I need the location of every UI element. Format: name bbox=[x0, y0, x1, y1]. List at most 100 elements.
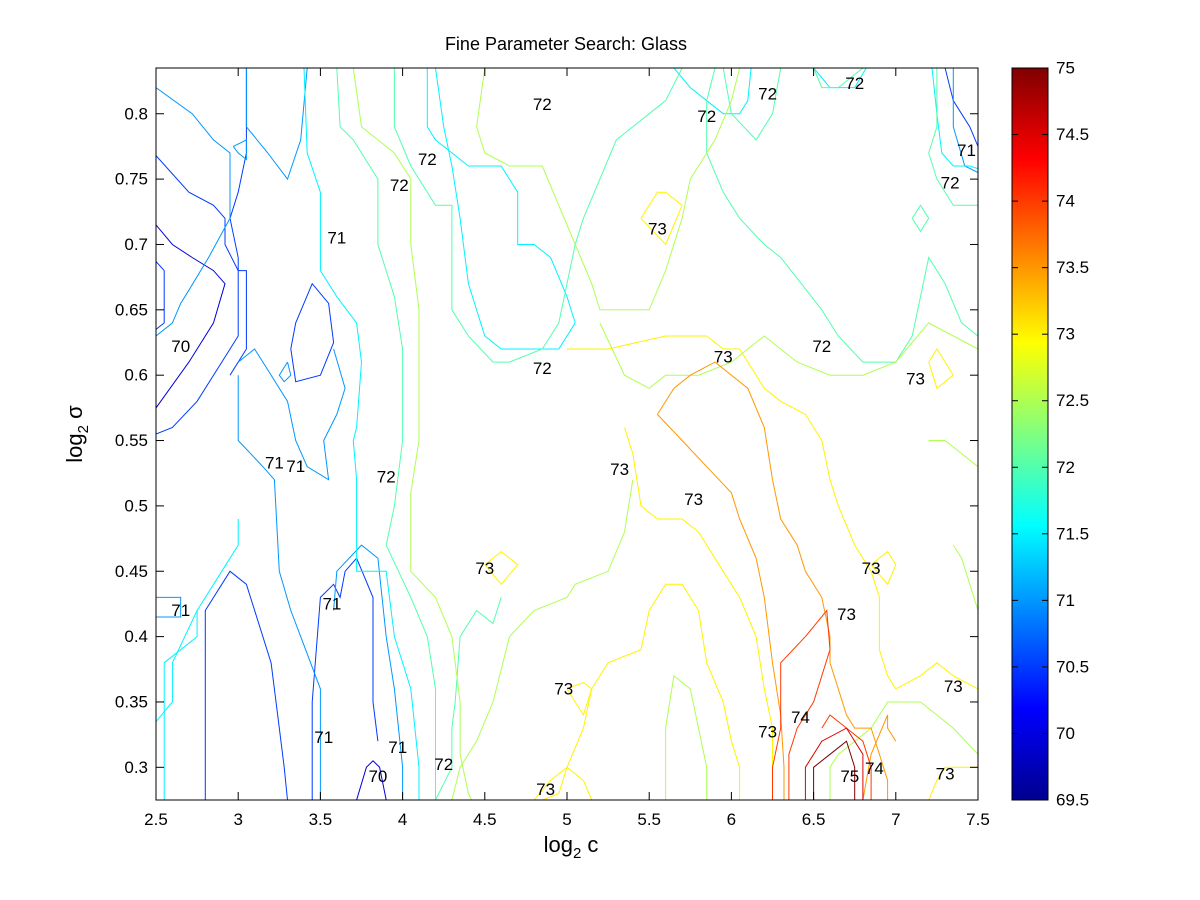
contour-label-36: 75 bbox=[840, 767, 859, 786]
y-tick-label-0: 0.3 bbox=[124, 758, 148, 777]
contour-label-2: 71 bbox=[171, 601, 190, 620]
contour-label-0: 70 bbox=[171, 337, 190, 356]
colorbar-tick-label-5: 72 bbox=[1056, 458, 1075, 477]
contour-line-24 bbox=[931, 68, 978, 170]
contour-label-22: 73 bbox=[714, 347, 733, 366]
x-axis-label-subscript: 2 bbox=[573, 845, 581, 862]
contour-label-10: 72 bbox=[418, 150, 437, 169]
contour-line-41 bbox=[640, 191, 683, 246]
contour-line-16 bbox=[333, 544, 404, 800]
contour-label-19: 72 bbox=[812, 337, 831, 356]
contour-line-2 bbox=[156, 261, 165, 330]
contour-line-12 bbox=[232, 139, 247, 161]
contour-label-18: 72 bbox=[845, 74, 864, 93]
y-tick-label-8: 0.7 bbox=[124, 235, 148, 254]
colorbar-tick-label-9: 74 bbox=[1056, 192, 1075, 211]
contour-line-15 bbox=[237, 375, 321, 800]
colorbar-tick-label-10: 74.5 bbox=[1056, 125, 1089, 144]
contour-label-8: 71 bbox=[388, 738, 407, 757]
y-tick-label-10: 0.8 bbox=[124, 104, 148, 123]
x-axis-label: log2 c bbox=[544, 832, 599, 862]
y-axis-ticks: 0.3 0.35 0.4 0.45 0.5 0.55 0.6 0.65 0.7 0.75 0.8 bbox=[115, 104, 978, 777]
contour-line-4 bbox=[156, 155, 247, 376]
contour-label-34: 74 bbox=[791, 708, 810, 727]
chart-title: Fine Parameter Search: Glass bbox=[445, 34, 687, 54]
contour-line-29 bbox=[911, 204, 930, 233]
contour-label-14: 72 bbox=[533, 95, 552, 114]
y-tick-label-6: 0.6 bbox=[124, 366, 148, 385]
y-tick-label-5: 0.55 bbox=[115, 431, 148, 450]
contour-label-35: 74 bbox=[865, 759, 884, 778]
contour-label-33: 73 bbox=[936, 764, 955, 783]
contour-label-20: 72 bbox=[941, 174, 960, 193]
contour-line-52 bbox=[656, 361, 889, 800]
contour-line-44 bbox=[870, 550, 897, 586]
contour-label-16: 72 bbox=[697, 107, 716, 126]
contour-label-30: 73 bbox=[758, 723, 777, 742]
contour-line-33 bbox=[476, 68, 741, 311]
contour-label-3: 71 bbox=[286, 457, 305, 476]
x-tick-label-8: 6.5 bbox=[802, 810, 826, 829]
colorbar-tick-label-1: 70 bbox=[1056, 724, 1075, 743]
contour-label-11: 72 bbox=[390, 176, 409, 195]
x-axis-ticks: 2.5 3 3.5 4 4.5 5 5.5 6 6.5 7 7.5 bbox=[144, 68, 990, 829]
contour-label-27: 73 bbox=[837, 605, 856, 624]
colorbar-tick-label-6: 72.5 bbox=[1056, 391, 1089, 410]
contour-lines bbox=[156, 68, 978, 800]
contour-label-28: 73 bbox=[862, 559, 881, 578]
contour-line-54 bbox=[772, 609, 831, 800]
colorbar-tick-label-7: 73 bbox=[1056, 325, 1075, 344]
colorbar: 69.5 70 70.5 71 71.5 72 72.5 73 73.5 74 74.5 75 bbox=[1011, 59, 1089, 810]
contour-line-32 bbox=[435, 597, 502, 800]
x-tick-label-1: 3 bbox=[233, 810, 242, 829]
y-tick-label-1: 0.35 bbox=[115, 692, 148, 711]
contour-label-4: 71 bbox=[265, 453, 284, 472]
x-tick-label-4: 4.5 bbox=[473, 810, 497, 829]
contour-label-6: 71 bbox=[322, 594, 341, 613]
contour-label-1: 70 bbox=[368, 767, 387, 786]
contour-line-34 bbox=[352, 68, 473, 800]
contour-line-39 bbox=[928, 440, 978, 468]
contour-line-48 bbox=[567, 335, 978, 690]
contour-line-28 bbox=[813, 68, 864, 89]
contour-line-22 bbox=[673, 68, 752, 115]
contour-line-36 bbox=[451, 479, 634, 800]
contour-label-17: 72 bbox=[758, 85, 777, 104]
contour-label-26: 73 bbox=[475, 559, 494, 578]
contour-line-38 bbox=[829, 701, 978, 800]
contour-label-23: 73 bbox=[906, 370, 925, 389]
contour-line-57 bbox=[813, 740, 856, 800]
contour-label-25: 73 bbox=[684, 490, 703, 509]
contour-line-11 bbox=[278, 361, 292, 383]
contour-line-9 bbox=[245, 68, 308, 181]
contour-line-35 bbox=[599, 322, 978, 389]
x-tick-label-7: 6 bbox=[727, 810, 736, 829]
y-axis-label-base: log bbox=[62, 433, 87, 462]
contour-line-56 bbox=[804, 727, 864, 800]
contour-line-50 bbox=[624, 427, 773, 800]
contour-line-1 bbox=[356, 760, 387, 800]
contour-label-31: 73 bbox=[536, 780, 555, 799]
contour-line-18 bbox=[303, 68, 420, 800]
colorbar-tick-label-3: 71 bbox=[1056, 591, 1075, 610]
colorbar-tick-label-8: 73.5 bbox=[1056, 258, 1089, 277]
contour-line-5 bbox=[290, 282, 335, 383]
contour-line-23 bbox=[813, 68, 867, 89]
contour-line-42 bbox=[484, 550, 519, 586]
contour-label-24: 73 bbox=[610, 460, 629, 479]
contour-line-49 bbox=[542, 583, 741, 800]
contour-line-26 bbox=[336, 68, 436, 800]
contour-line-0 bbox=[156, 224, 226, 409]
contour-line-25 bbox=[393, 68, 683, 363]
contour-label-13: 72 bbox=[434, 755, 453, 774]
x-tick-label-2: 3.5 bbox=[309, 810, 333, 829]
y-axis-label-subscript: 2 bbox=[75, 425, 92, 433]
x-tick-label-6: 5.5 bbox=[637, 810, 661, 829]
y-axis-label: log2 σ bbox=[62, 405, 92, 463]
contour-line-8 bbox=[944, 68, 978, 147]
contour-line-40 bbox=[952, 544, 978, 611]
colorbar-tick-label-4: 71.5 bbox=[1056, 524, 1089, 543]
contour-line-10 bbox=[156, 87, 231, 337]
y-tick-label-3: 0.45 bbox=[115, 562, 148, 581]
